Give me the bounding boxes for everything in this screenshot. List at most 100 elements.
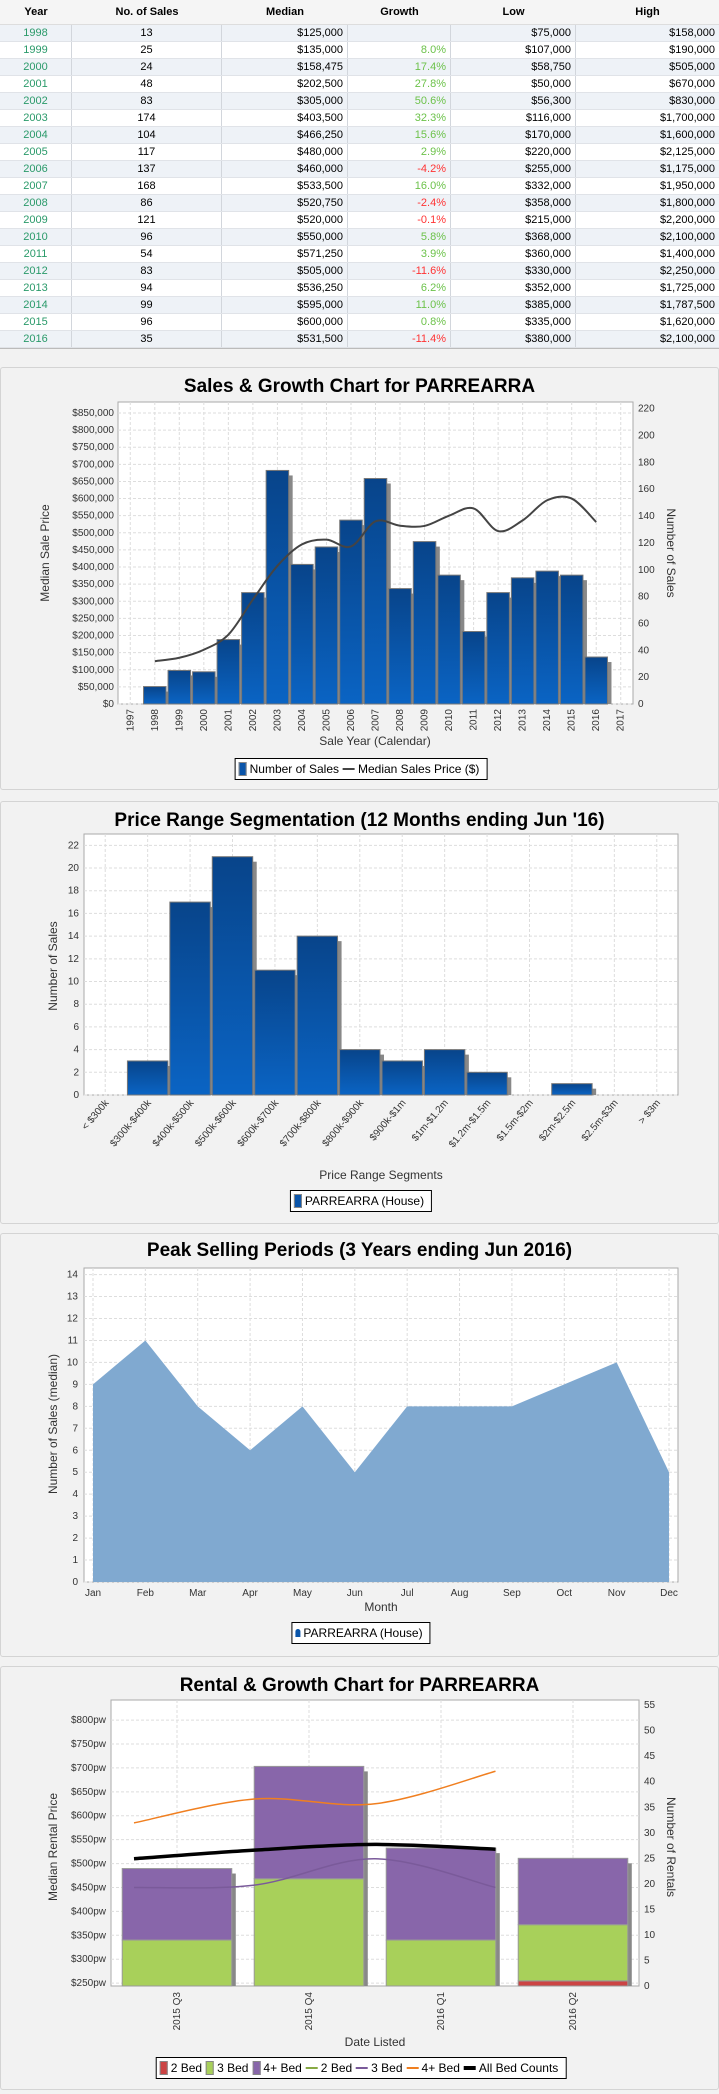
cell-median: $466,250 (222, 127, 348, 143)
bar-4bed-2015-Q4 (253, 1765, 365, 1880)
header-sales[interactable]: No. of Sales (115, 6, 179, 18)
legend-label: 4+ Bed (421, 2061, 460, 2075)
header-median[interactable]: Median (266, 6, 304, 18)
y-tick-label: 1 (72, 1555, 78, 1566)
cell-median: $305,000 (222, 93, 348, 109)
cell-median: $600,000 (222, 314, 348, 330)
x-tick-label: Apr (242, 1588, 258, 1599)
y-tick-label-left: $850,000 (72, 408, 114, 419)
table-row: 2016 35 $531,500 -11.4% $380,000 $2,100,000 (0, 331, 719, 348)
y-tick-label-left: $250pw (71, 1978, 107, 1989)
line-4-bed (133, 1770, 496, 1824)
table-row: 2014 99 $595,000 11.0% $385,000 $1,787,500 (0, 297, 719, 314)
cell-growth (348, 25, 451, 41)
x-tick-label: > $3m (637, 1098, 663, 1127)
y-tick-label-left: $450,000 (72, 545, 114, 556)
bar-segment (339, 1049, 381, 1096)
cell-sales: 104 (72, 127, 222, 143)
cell-growth: -11.6% (348, 263, 451, 279)
x-tick-label: 1999 (174, 709, 185, 732)
legend-item-sales: Number of Sales (238, 762, 339, 776)
cell-year: 2015 (0, 314, 72, 330)
cell-median: $533,500 (222, 178, 348, 194)
y-tick-label-left: $350pw (71, 1930, 107, 1941)
cell-sales: 83 (72, 93, 222, 109)
x-tick-label: < $300k (80, 1097, 112, 1132)
x-tick-label: $500k-$600k (193, 1097, 239, 1149)
cell-growth: -11.4% (348, 331, 451, 347)
x-tick-label: $700k-$800k (278, 1097, 324, 1149)
table-row: 2003 174 $403,500 32.3% $116,000 $1,700,000 (0, 110, 719, 127)
y-tick-label: 4 (73, 1045, 79, 1056)
x-tick-label: 2006 (346, 709, 357, 732)
legend-label: 2 Bed (170, 2061, 203, 2075)
y-tick-label-left: $500,000 (72, 528, 114, 539)
y-tick-label-right: 10 (644, 1930, 656, 1941)
table-row: 2007 168 $533,500 16.0% $332,000 $1,950,000 (0, 178, 719, 195)
x-tick-label: Oct (556, 1588, 572, 1599)
cell-median: $520,000 (222, 212, 348, 228)
bar-sales-2014 (535, 570, 559, 705)
y-axis-title: Number of Sales (46, 921, 60, 1011)
cell-low: $385,000 (451, 297, 576, 313)
bar-segment (551, 1083, 593, 1096)
header-low[interactable]: Low (502, 6, 525, 18)
cell-low: $335,000 (451, 314, 576, 330)
y-tick-label-right: 20 (638, 672, 650, 683)
cell-year: 1999 (0, 42, 72, 58)
y-tick-label: 0 (72, 1577, 78, 1588)
area-swatch-icon (295, 1629, 301, 1637)
cell-high: $190,000 (669, 44, 715, 56)
header-growth[interactable]: Growth (380, 6, 419, 18)
cell-high: $158,000 (669, 27, 715, 39)
y-tick-label: 16 (68, 908, 80, 919)
cell-high: $2,100,000 (659, 231, 715, 243)
x-tick-label: 2008 (395, 709, 406, 732)
cell-growth: 16.0% (348, 178, 451, 194)
table-row: 1999 25 $135,000 8.0% $107,000 $190,000 (0, 42, 719, 59)
x-tick-label: 2013 (518, 709, 529, 732)
cell-low: $358,000 (451, 195, 576, 211)
table-row: 2005 117 $480,000 2.9% $220,000 $2,125,000 (0, 144, 719, 161)
x-tick-label: Jan (85, 1588, 101, 1599)
price-segmentation-chart-panel: 0 2 4 6 8 10 12 14 16 18 20 22 < $300k $300k-$400k $40… (0, 801, 719, 1224)
x-tick-label: Jun (347, 1588, 363, 1599)
x-tick-label: Aug (451, 1588, 469, 1599)
x-tick-label: 2016 Q1 (436, 1992, 447, 2031)
cell-year: 2013 (0, 280, 72, 296)
legend-item-median: Median Sales Price ($) (342, 762, 479, 776)
cell-high: $2,125,000 (659, 146, 715, 158)
y-tick-label: 14 (67, 1270, 79, 1281)
cell-median: $550,000 (222, 229, 348, 245)
header-year[interactable]: Year (24, 6, 48, 18)
bar-sales-2005 (314, 546, 339, 705)
x-tick-label: 2009 (420, 709, 431, 732)
bar-sales-2004 (290, 563, 314, 705)
header-high[interactable]: High (635, 6, 660, 18)
bar-swatch-icon (293, 1194, 302, 1208)
line-swatch-icon (305, 2067, 318, 2069)
chart-title: Sales & Growth Chart for PARREARRA (183, 376, 536, 397)
rental-growth-chart: $250pw $300pw $350pw $400pw $450pw $500pw $550… (71, 1699, 656, 2031)
bar-sales-2009 (412, 541, 437, 705)
chart-legend: Number of Sales Median Sales Price ($) (234, 758, 488, 780)
bar-sales-1999 (167, 669, 192, 705)
cell-year: 2004 (0, 127, 72, 143)
x-tick-label: Jul (401, 1588, 414, 1599)
cell-low: $58,750 (451, 59, 576, 75)
y-tick-label-left: $400pw (71, 1906, 107, 1917)
cell-low: $50,000 (451, 76, 576, 92)
cell-growth: 17.4% (348, 59, 451, 75)
y-tick-label-right: 0 (644, 1981, 650, 1992)
cell-high: $1,600,000 (659, 129, 715, 141)
cell-year: 2001 (0, 76, 72, 92)
cell-sales: 94 (72, 280, 222, 296)
x-tick-label: 2014 (542, 709, 553, 732)
bar-sales-2012 (486, 592, 510, 705)
cell-year: 2012 (0, 263, 72, 279)
legend-label: 3 Bed (217, 2061, 249, 2075)
x-tick-label: $600k-$700k (236, 1097, 282, 1149)
y-tick-label-right: 100 (638, 565, 655, 576)
x-tick-label: 2015 Q4 (304, 1992, 315, 2031)
